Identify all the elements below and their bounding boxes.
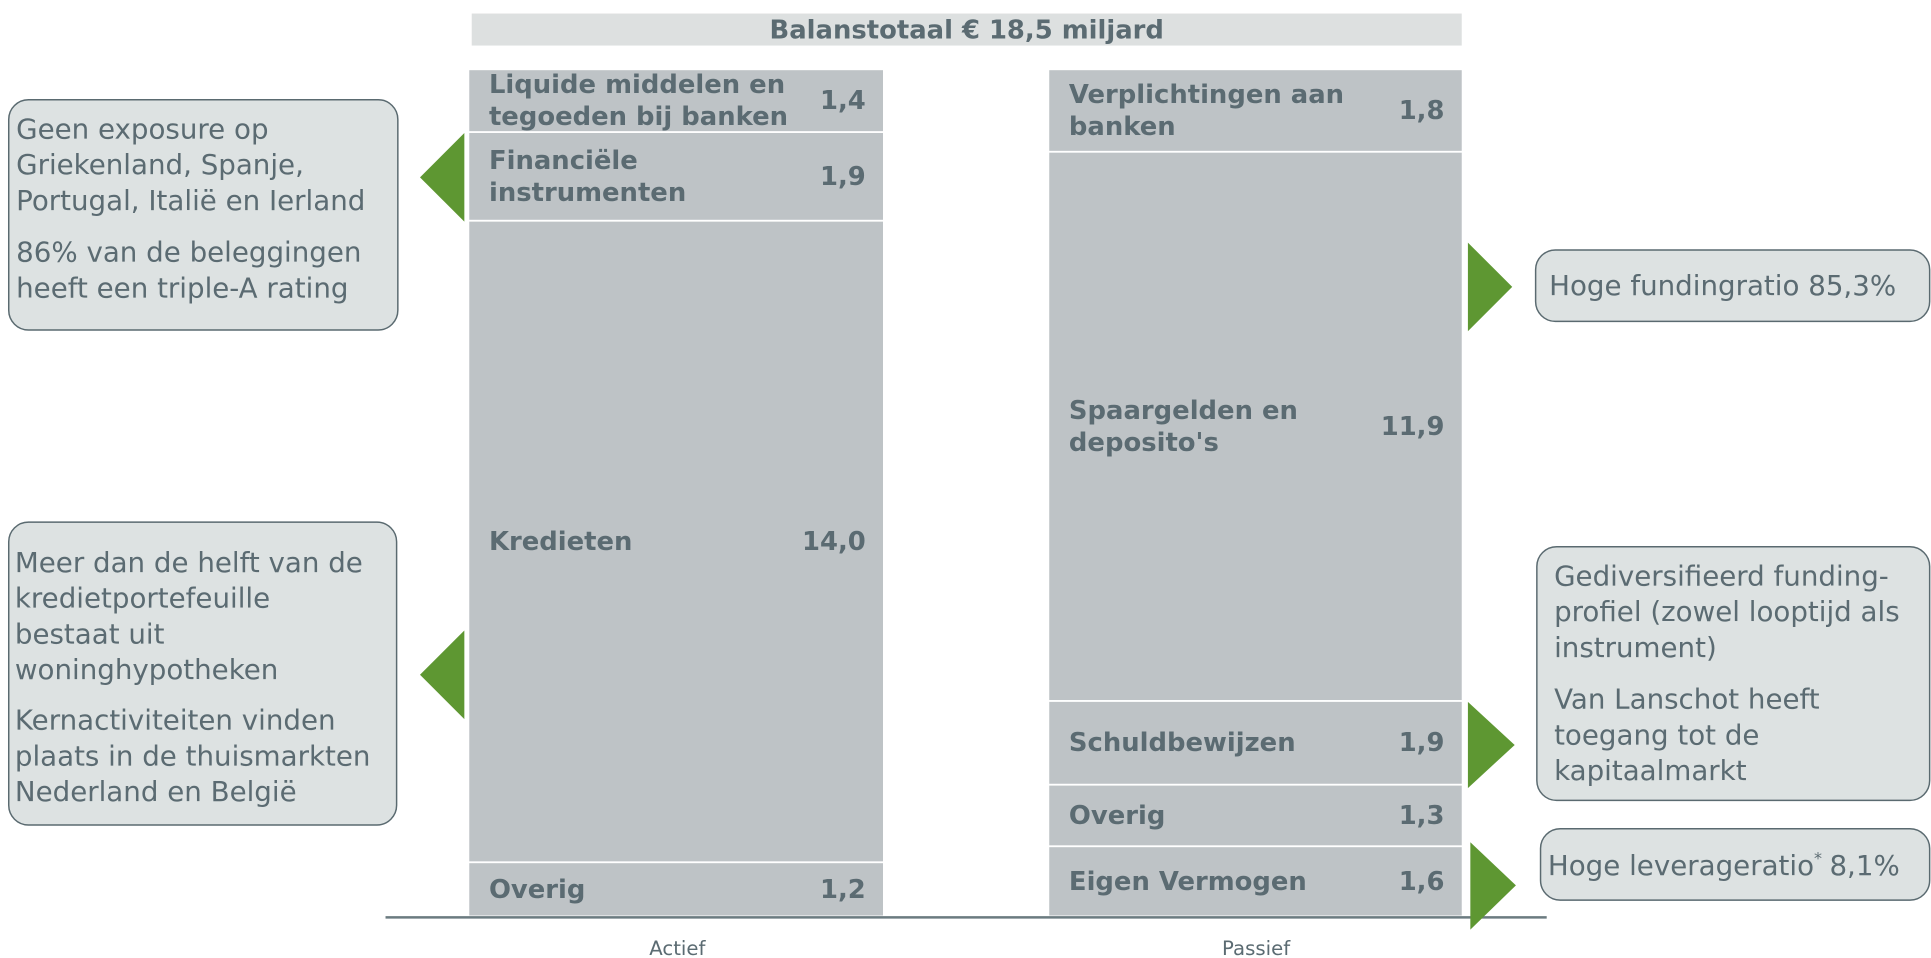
segment-name: Eigen Vermogen (1069, 867, 1307, 897)
segment-value: 1,3 (1399, 801, 1445, 831)
balance-segment (1049, 701, 1462, 784)
balance-segment (1049, 785, 1462, 846)
arrow (1467, 242, 1513, 332)
callout-value: 8,1% (1829, 849, 1899, 882)
segment-name: banken (1069, 112, 1176, 142)
segment-name: Financiële (489, 146, 638, 176)
callout-text: kapitaalmarkt (1554, 754, 1747, 787)
segment-name: Liquide middelen en (489, 70, 785, 100)
segment-name: tegoeden bij banken (489, 102, 788, 132)
callout-box (1539, 827, 1931, 901)
segment-value: 1,2 (820, 875, 866, 905)
callout-text: Griekenland, Spanje, (16, 148, 304, 181)
balance-segment (469, 221, 883, 862)
balance-segment (1049, 70, 1462, 151)
callout-box (7, 99, 399, 331)
title-bar (471, 13, 1462, 46)
callout-box (1536, 545, 1931, 802)
footnote-mark: * (1814, 848, 1822, 867)
callout-text: heeft een triple-A rating (16, 271, 348, 304)
callout-box (7, 521, 398, 826)
segment-value: 11,9 (1381, 412, 1445, 442)
balance-segment (469, 132, 883, 220)
segment-value: 14,0 (802, 527, 866, 557)
callout-text-part: Hoge leverageratio (1548, 849, 1814, 882)
arrow (420, 630, 465, 720)
callout-text: profiel (zowel looptijd als (1554, 595, 1900, 628)
callout-text: Van Lanschot heeft (1554, 683, 1820, 716)
segment-name: deposito's (1069, 428, 1219, 458)
arrow (420, 132, 465, 222)
segment-value: 1,9 (1399, 728, 1445, 758)
segment-name: Schuldbewijzen (1069, 728, 1296, 758)
arrow (1467, 701, 1515, 789)
segment-name: instrumenten (489, 178, 686, 208)
callout-box (1534, 249, 1931, 323)
callout-text: Geen exposure op (16, 113, 268, 146)
callout-text: instrument) (1554, 631, 1717, 664)
callout-text: Kernactiviteiten vinden (15, 704, 336, 737)
segment-value: 1,8 (1399, 96, 1445, 126)
title: Balanstotaal € 18,5 miljard (770, 15, 1164, 45)
segment-value: 1,9 (820, 162, 866, 192)
callout-text: 86% van de beleggingen (16, 236, 361, 269)
balance-segment (1049, 847, 1462, 916)
callout-text: bestaat uit (15, 617, 165, 650)
callout-text: kredietportefeuille (15, 582, 270, 615)
arrow (1470, 842, 1516, 930)
callout-text: Portugal, Italië en Ierland (16, 184, 365, 217)
axis-label: Passief (1222, 937, 1291, 958)
callout-text: Hoge leverageratio* 8,1% (1548, 848, 1900, 882)
balance-segment (469, 70, 883, 132)
segment-name: Overig (1069, 801, 1165, 831)
callout-text: plaats in de thuismarkten (15, 739, 371, 772)
callout-text: Hoge fundingratio 85,3% (1549, 269, 1896, 302)
segment-value: 1,4 (820, 86, 866, 116)
segment-name: Verplichtingen aan (1069, 80, 1344, 110)
segment-name: Overig (489, 875, 585, 905)
segment-value: 1,6 (1399, 867, 1445, 897)
balance-segment (1049, 152, 1462, 701)
callout-text: Nederland en België (15, 775, 297, 808)
callout-text: woninghypotheken (15, 653, 278, 686)
callout-text: Meer dan de helft van de (15, 546, 363, 579)
axis-label: Actief (649, 937, 706, 958)
callout-text: Gediversifieerd funding- (1554, 560, 1889, 593)
segment-name: Spaargelden en (1069, 396, 1298, 426)
segment-name: Kredieten (489, 527, 632, 557)
balance-segment (469, 863, 883, 916)
callout-text: toegang tot de (1554, 718, 1759, 751)
